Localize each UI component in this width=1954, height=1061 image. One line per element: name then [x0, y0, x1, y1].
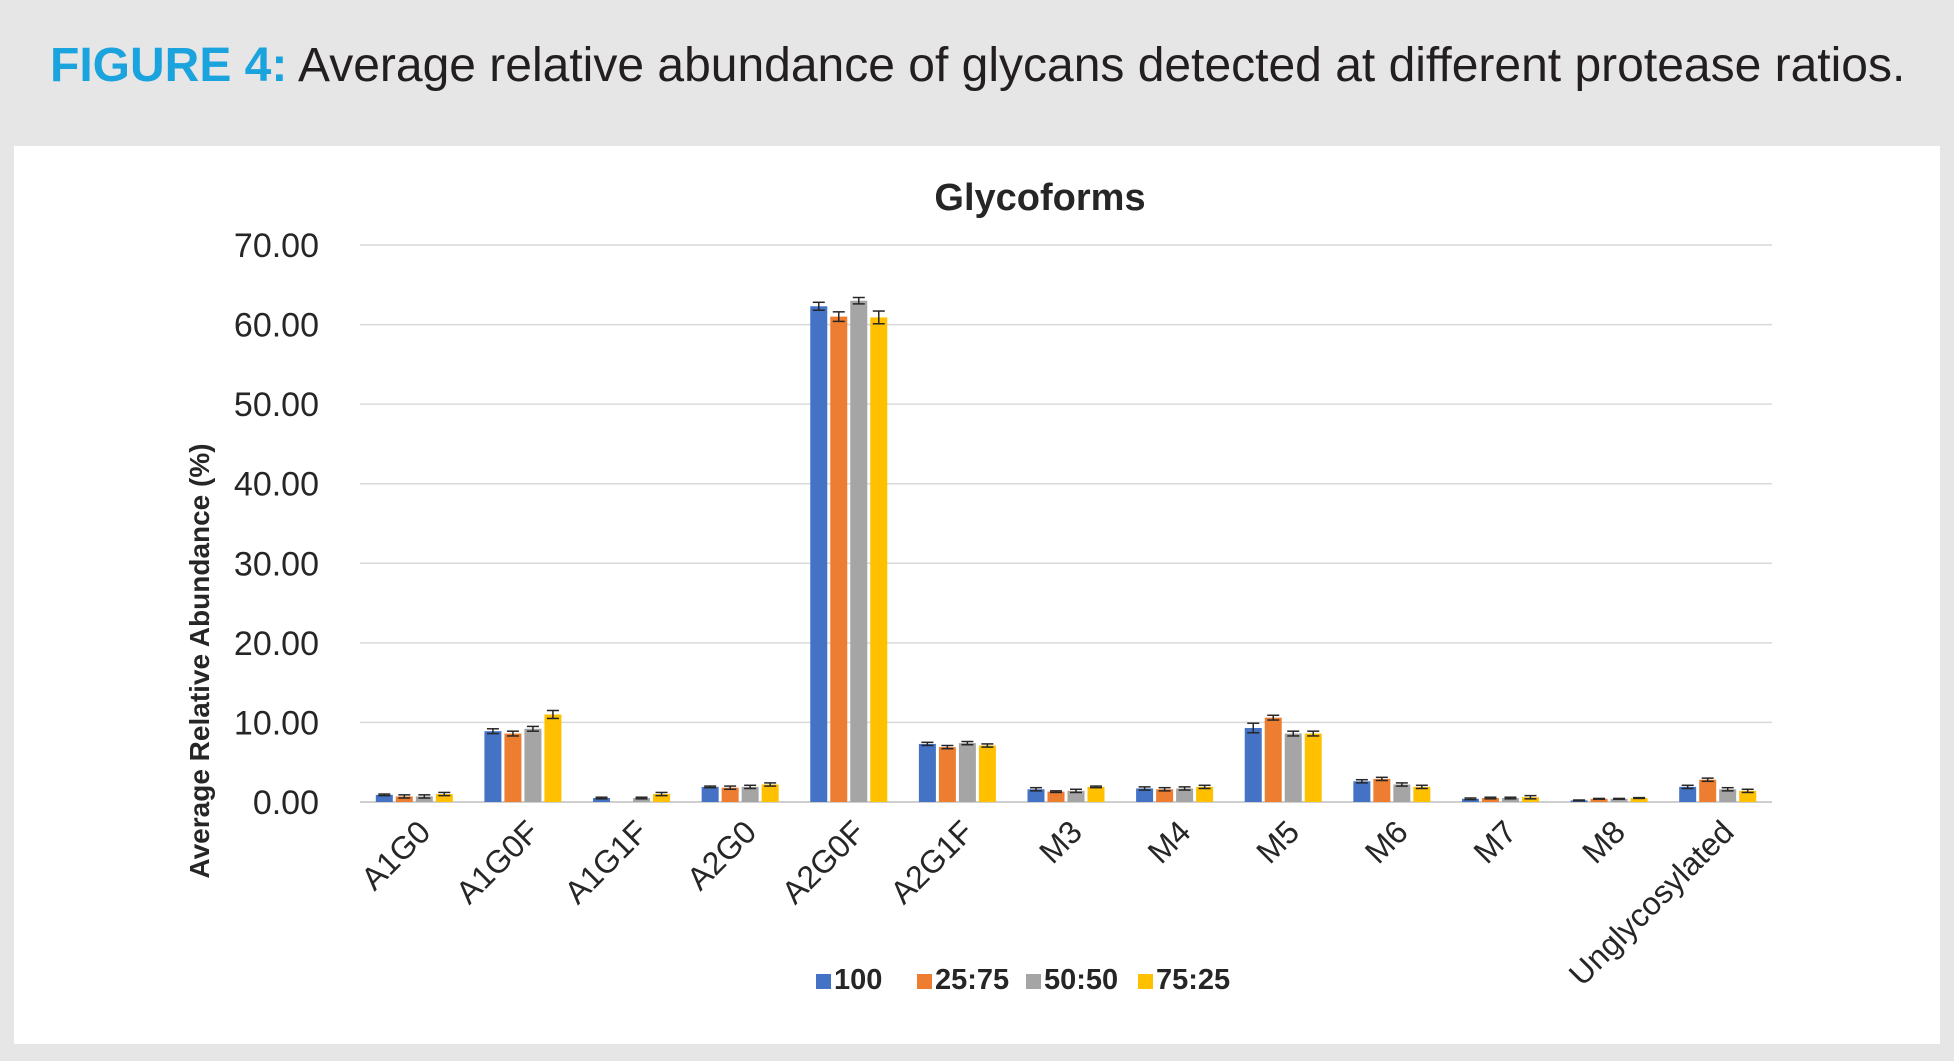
error-bars [378, 296, 1754, 802]
bar-25:75-A1G0 [395, 796, 413, 802]
figure-label: FIGURE 4: [50, 39, 288, 92]
bar-100-Unglycosylated [1679, 786, 1697, 802]
bar-25:75-A1G0F [504, 733, 522, 802]
bar-75:25-M4 [1196, 786, 1214, 802]
bar-50:50-A2G1F [958, 743, 976, 802]
bar-25:75-M8 [1590, 798, 1608, 802]
bar-50:50-Unglycosylated [1719, 789, 1737, 802]
bar-50:50-M4 [1176, 788, 1194, 802]
bar-50:50-M5 [1284, 733, 1302, 802]
glycoforms-chart: 0.0010.0020.0030.0040.0050.0060.0070.00 … [184, 177, 1772, 996]
x-tick-label: M5 [1249, 813, 1306, 870]
x-tick-label: A2G0 [680, 813, 763, 896]
bar-50:50-A2G0F [850, 300, 868, 802]
bar-75:25-M8 [1630, 798, 1648, 802]
x-tick-label: M7 [1467, 813, 1524, 870]
bar-75:25-M5 [1304, 733, 1322, 802]
bar-75:25-A2G0 [761, 784, 779, 802]
bar-50:50-A1G1F [633, 798, 651, 802]
bar-25:75-A2G0 [721, 787, 739, 802]
y-tick-label: 30.00 [234, 545, 319, 583]
bar-75:25-A1G1F [653, 794, 671, 802]
bar-75:25-A1G0 [435, 794, 453, 802]
bar-50:50-M8 [1610, 798, 1628, 802]
x-tick-label: A1G1F [557, 813, 654, 910]
x-tick-label: M6 [1358, 813, 1415, 870]
bar-100-M7 [1461, 798, 1479, 802]
bar-75:25-M6 [1413, 786, 1431, 802]
legend-swatch-25:75 [917, 974, 932, 989]
bar-75:25-A2G0F [870, 317, 888, 802]
x-tick-label: M4 [1141, 813, 1198, 870]
bar-25:75-A2G1F [938, 747, 956, 802]
y-tick-label: 70.00 [234, 227, 319, 265]
y-tick-label: 20.00 [234, 625, 319, 663]
bar-100-M3 [1027, 789, 1045, 802]
x-tick-label: A2G0F [775, 813, 872, 910]
y-tick-label: 50.00 [234, 386, 319, 424]
bar-25:75-Unglycosylated [1699, 779, 1717, 802]
bar-100-M4 [1136, 788, 1154, 802]
bar-75:25-M7 [1521, 797, 1539, 802]
y-tick-label: 10.00 [234, 704, 319, 742]
chart-panel: 0.00 10.00 20.00 30.00 40.00 50.00 60.00 70.00 … [14, 146, 1940, 1044]
bar-50:50-M3 [1067, 790, 1085, 802]
x-tick-label: A1G0 [354, 813, 437, 896]
y-tick-label: 60.00 [234, 307, 319, 345]
y-axis-ticks: 0.00 10.00 20.00 30.00 40.00 50.00 60.00 70.00 [234, 227, 319, 822]
x-tick-label: A1G0F [449, 813, 546, 910]
y-axis-label: Average Relative Abundance (%) [184, 443, 215, 878]
bar-25:75-A2G0F [830, 316, 848, 802]
y-tick-label: 40.00 [234, 466, 319, 504]
legend-label-25:75: 25:75 [935, 964, 1009, 996]
bar-25:75-M7 [1481, 798, 1499, 802]
bar-100-A2G0F [810, 306, 828, 802]
bar-100-M6 [1353, 781, 1371, 802]
bar-25:75-M4 [1156, 789, 1174, 802]
bar-50:50-M6 [1393, 784, 1411, 802]
figure-caption: FIGURE 4: Average relative abundance of … [50, 38, 1905, 93]
legend: 100 25:75 50:50 75:25 [816, 964, 1230, 996]
chart-title: Glycoforms [934, 177, 1145, 219]
bar-50:50-M7 [1501, 798, 1519, 802]
bar-75:25-Unglycosylated [1739, 790, 1757, 802]
x-tick-label: A2G1F [883, 813, 980, 910]
bar-50:50-A1G0F [524, 728, 542, 802]
legend-label-100: 100 [834, 964, 882, 996]
bar-100-A1G1F [593, 798, 611, 802]
legend-swatch-100 [816, 974, 831, 989]
bar-25:75-M3 [1047, 791, 1065, 802]
bar-75:25-A1G0F [544, 714, 562, 802]
bar-100-M5 [1244, 727, 1262, 802]
bar-75:25-M3 [1087, 786, 1105, 802]
x-tick-label: M3 [1032, 813, 1089, 870]
y-tick-label: 0.00 [253, 784, 319, 822]
legend-label-75:25: 75:25 [1156, 964, 1230, 996]
bar-100-A2G0 [701, 786, 719, 802]
bar-100-A1G0F [484, 731, 502, 802]
bar-50:50-A1G0 [415, 796, 433, 802]
bar-100-A1G0 [375, 794, 393, 802]
legend-label-50:50: 50:50 [1044, 964, 1118, 996]
bar-25:75-M6 [1373, 778, 1391, 802]
x-tick-label: M8 [1575, 813, 1632, 870]
legend-swatch-75:25 [1138, 974, 1153, 989]
legend-swatch-50:50 [1026, 974, 1041, 989]
bar-75:25-A2G1F [978, 745, 996, 802]
figure-caption-text: Average relative abundance of glycans de… [298, 39, 1906, 92]
bars [375, 300, 1757, 802]
bar-25:75-M5 [1264, 717, 1282, 802]
bar-50:50-A2G0 [741, 786, 759, 802]
bar-100-A2G1F [918, 743, 936, 802]
grid [360, 244, 1772, 803]
